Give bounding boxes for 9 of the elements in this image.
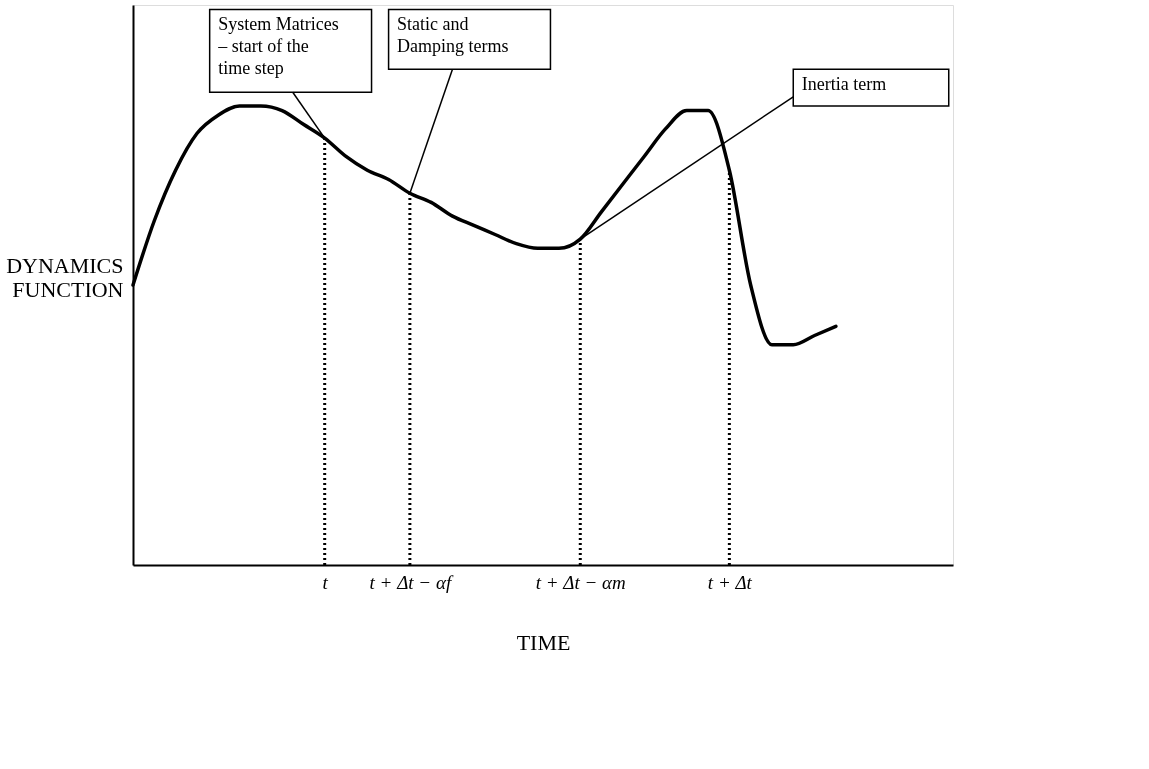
x-tick-label: t + Δt − αm (535, 571, 626, 593)
x-axis-title: TIME (516, 629, 571, 655)
annotation: System Matrices – start of the time step (217, 14, 339, 79)
x-tick-label: t (322, 571, 329, 593)
annotation: Static and Damping terms (397, 14, 509, 57)
x-tick-label: t + Δt (707, 571, 753, 593)
x-tick-label: t + Δt − αf (369, 571, 454, 593)
annotation: Inertia term (801, 74, 887, 95)
y-axis-title: DYNAMICS FUNCTION (6, 252, 124, 302)
